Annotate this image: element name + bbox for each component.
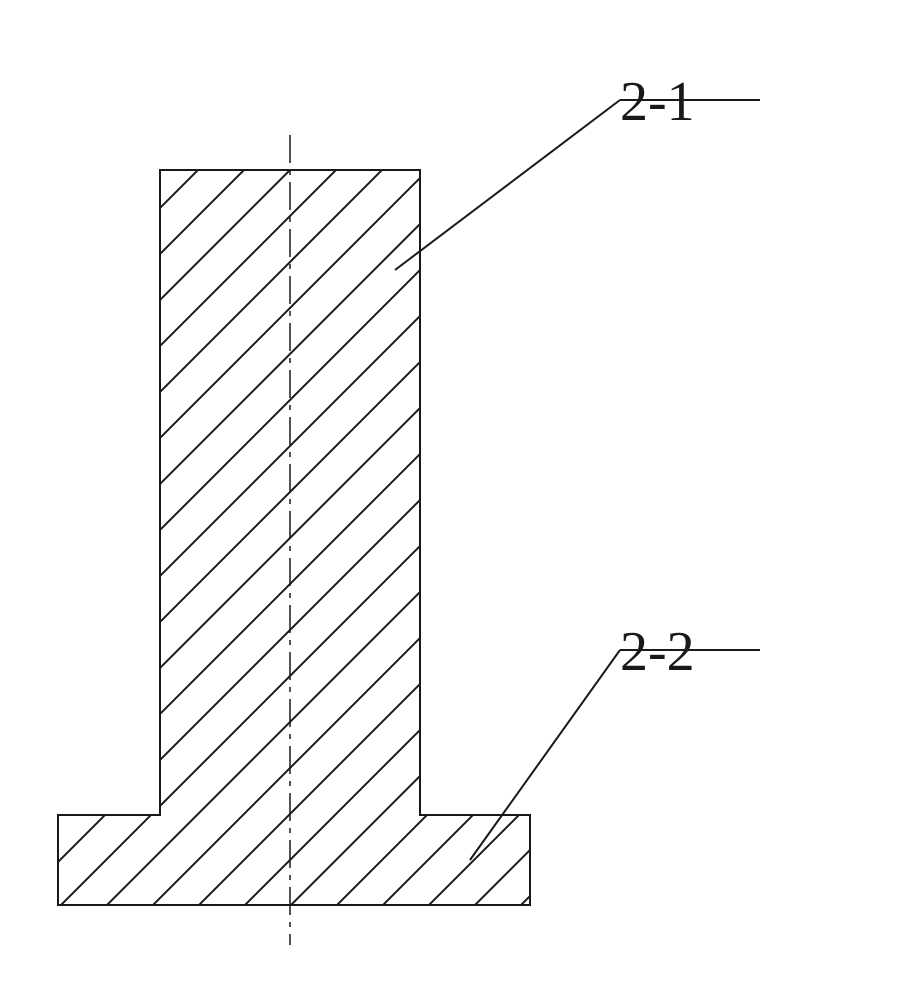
label-2-1: 2-1 bbox=[620, 70, 695, 134]
technical-diagram: 2-1 2-2 bbox=[0, 0, 920, 1000]
label-2-2: 2-2 bbox=[620, 620, 695, 684]
diagram-svg bbox=[0, 0, 920, 1000]
